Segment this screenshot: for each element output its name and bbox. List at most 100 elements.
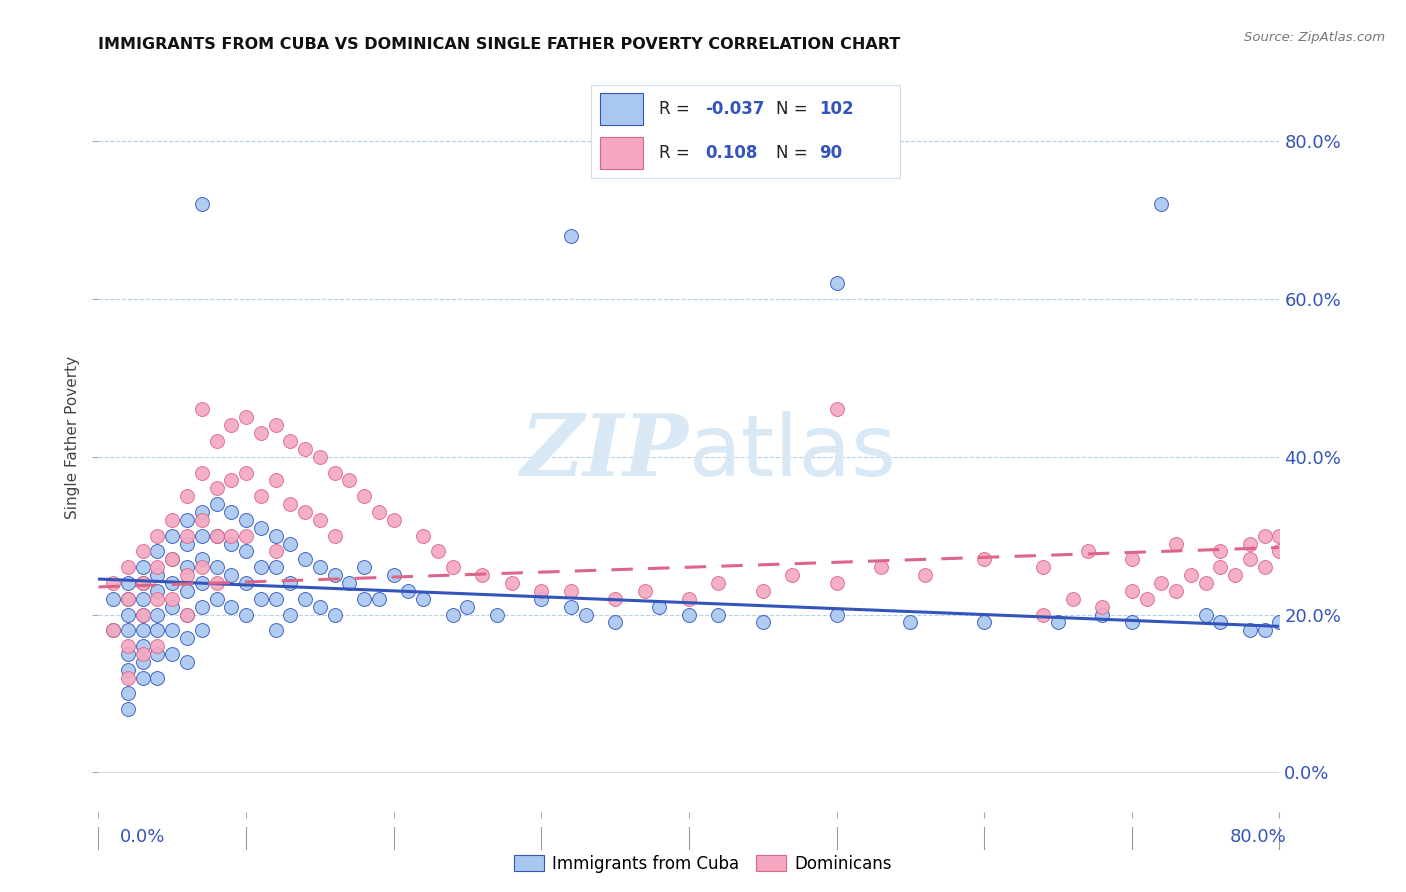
Point	[1121, 552, 1143, 566]
Point	[264, 544, 287, 558]
Point	[176, 529, 198, 543]
Point	[162, 591, 183, 606]
Point	[782, 568, 804, 582]
Text: 80.0%: 80.0%	[1230, 828, 1286, 846]
Point	[339, 474, 361, 488]
Point	[205, 591, 228, 606]
Point	[191, 466, 214, 480]
Point	[250, 426, 273, 441]
Point	[1046, 615, 1070, 630]
Point	[323, 568, 346, 582]
Point	[117, 686, 139, 700]
Point	[176, 631, 198, 645]
Point	[117, 591, 139, 606]
Point	[235, 544, 257, 558]
Point	[162, 552, 183, 566]
Point	[1195, 576, 1218, 591]
Point	[132, 544, 155, 558]
Text: 102: 102	[820, 100, 853, 118]
Point	[825, 607, 848, 622]
Point	[146, 568, 169, 582]
Point	[1254, 560, 1277, 574]
Point	[1166, 583, 1188, 598]
Point	[501, 576, 523, 591]
Point	[264, 474, 287, 488]
Point	[250, 591, 273, 606]
Point	[323, 529, 346, 543]
Point	[1077, 544, 1099, 558]
Point	[825, 277, 848, 291]
Point	[412, 591, 434, 606]
Point	[250, 489, 273, 503]
Point	[280, 497, 302, 511]
Point	[560, 229, 582, 244]
Point	[205, 481, 228, 495]
Point	[132, 576, 155, 591]
Point	[103, 624, 125, 638]
Point	[162, 513, 183, 527]
Point	[103, 591, 125, 606]
Text: N =: N =	[776, 100, 813, 118]
Point	[309, 450, 332, 464]
Point	[191, 505, 214, 519]
Point	[264, 418, 287, 433]
Point	[398, 583, 420, 598]
Point	[117, 624, 139, 638]
Point	[146, 671, 169, 685]
Point	[1268, 615, 1291, 630]
Point	[176, 568, 198, 582]
Point	[1121, 615, 1143, 630]
Point	[235, 410, 257, 425]
Text: Source: ZipAtlas.com: Source: ZipAtlas.com	[1244, 31, 1385, 45]
Point	[205, 529, 228, 543]
Point	[235, 529, 257, 543]
Point	[146, 607, 169, 622]
Text: R =: R =	[658, 100, 695, 118]
Y-axis label: Single Father Poverty: Single Father Poverty	[65, 356, 80, 518]
Point	[294, 552, 316, 566]
Text: 90: 90	[820, 145, 842, 162]
Point	[707, 607, 730, 622]
Point	[530, 583, 553, 598]
Point	[176, 513, 198, 527]
Point	[264, 560, 287, 574]
Point	[1032, 560, 1054, 574]
Point	[117, 702, 139, 716]
Point	[294, 591, 316, 606]
Point	[162, 529, 183, 543]
Point	[1150, 576, 1173, 591]
Point	[176, 583, 198, 598]
Point	[103, 624, 125, 638]
Point	[280, 576, 302, 591]
Point	[1239, 536, 1261, 550]
Text: ZIP: ZIP	[522, 410, 689, 494]
Point	[457, 599, 479, 614]
Point	[900, 615, 922, 630]
Point	[973, 552, 995, 566]
Point	[132, 591, 155, 606]
Point	[914, 568, 936, 582]
Point	[117, 607, 139, 622]
Point	[176, 607, 198, 622]
Point	[870, 560, 893, 574]
Point	[1209, 615, 1232, 630]
Legend: Immigrants from Cuba, Dominicans: Immigrants from Cuba, Dominicans	[508, 848, 898, 880]
Point	[1239, 624, 1261, 638]
Point	[1062, 591, 1084, 606]
Point	[191, 560, 214, 574]
Point	[605, 591, 627, 606]
Point	[146, 560, 169, 574]
Point	[162, 599, 183, 614]
Point	[205, 529, 228, 543]
Point	[1150, 197, 1173, 211]
Point	[294, 505, 316, 519]
Point	[117, 671, 139, 685]
Point	[103, 576, 125, 591]
Point	[634, 583, 657, 598]
Point	[117, 591, 139, 606]
Point	[117, 647, 139, 661]
Point	[1209, 544, 1232, 558]
Point	[205, 434, 228, 448]
Point	[427, 544, 450, 558]
Point	[1091, 599, 1114, 614]
